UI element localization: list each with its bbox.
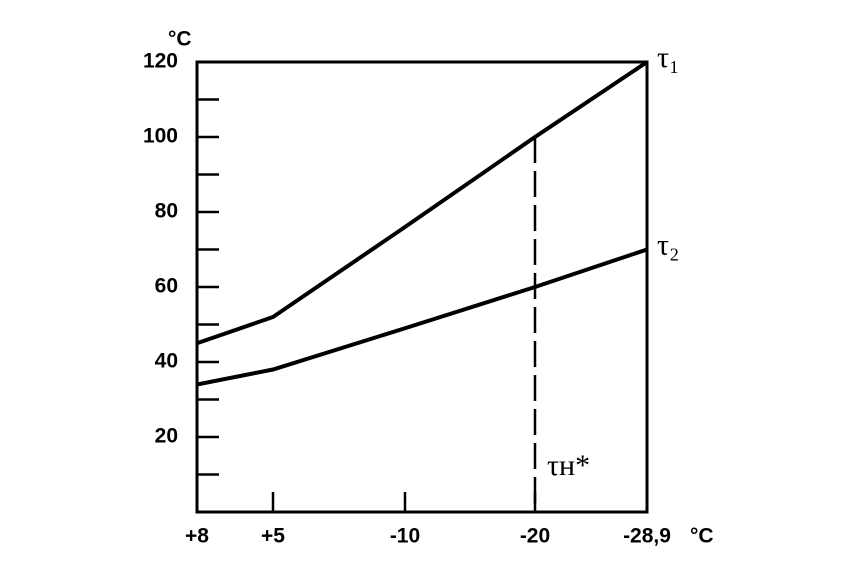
x-tick-label: -28,9 bbox=[623, 525, 671, 548]
line-series bbox=[196, 60, 649, 346]
y-tick-label: 80 bbox=[155, 200, 178, 223]
line-series bbox=[196, 247, 648, 387]
y-tick-label: 60 bbox=[155, 275, 178, 298]
y-tick-label: 120 bbox=[143, 50, 178, 73]
x-tick-label: -20 bbox=[520, 525, 550, 548]
x-tick-label: +8 bbox=[185, 525, 209, 548]
y-tick-label: 100 bbox=[143, 125, 178, 148]
x-unit: °C bbox=[690, 525, 714, 548]
series-label: τ₁ bbox=[657, 41, 680, 74]
plot-frame bbox=[195, 60, 649, 514]
annotation: τн* bbox=[547, 449, 590, 482]
y-unit: °C bbox=[168, 28, 192, 51]
series-label: τ₂ bbox=[657, 228, 680, 261]
y-tick-label: 40 bbox=[155, 350, 178, 373]
x-tick-label: +5 bbox=[261, 525, 285, 548]
x-tick-label: -10 bbox=[390, 525, 420, 548]
y-tick-label: 20 bbox=[155, 425, 178, 448]
